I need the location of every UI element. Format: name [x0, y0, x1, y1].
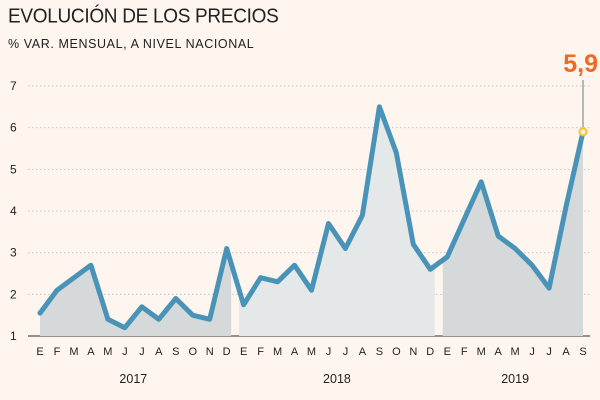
- year-label-2018: 2018: [323, 372, 351, 386]
- callout-marker: [578, 127, 588, 137]
- y-tick-label: 6: [10, 121, 17, 135]
- x-tick-label: A: [291, 346, 299, 358]
- x-tick-label: J: [326, 346, 332, 358]
- x-tick-label: O: [188, 346, 197, 358]
- x-tick-label: E: [444, 346, 451, 358]
- x-tick-label: J: [343, 346, 349, 358]
- x-tick-label: A: [155, 346, 163, 358]
- x-tick-label: J: [546, 346, 552, 358]
- x-tick-label: A: [359, 346, 367, 358]
- chart-title: EVOLUCIÓN DE LOS PRECIOS: [8, 5, 279, 28]
- y-tick-label: 7: [10, 79, 17, 93]
- x-tick-label: F: [54, 346, 61, 358]
- y-tick-label: 1: [10, 329, 17, 343]
- area-fills: [40, 106, 583, 336]
- x-tick-label: N: [409, 346, 417, 358]
- x-tick-label: A: [494, 346, 502, 358]
- x-tick-label: D: [426, 346, 434, 358]
- series-line: [37, 104, 586, 331]
- x-tick-label: M: [511, 346, 520, 358]
- x-tick-label: M: [307, 346, 316, 358]
- x-tick-label: J: [529, 346, 535, 358]
- x-tick-label: M: [273, 346, 282, 358]
- x-tick-label: S: [579, 346, 586, 358]
- x-tick-label: M: [103, 346, 112, 358]
- area-fill-2019: [442, 131, 583, 336]
- value-callout: 5,9: [563, 50, 598, 137]
- x-tick-label: E: [36, 346, 43, 358]
- x-tick-label: F: [257, 346, 264, 358]
- x-tick-label: D: [223, 346, 231, 358]
- area-fill-2017: [40, 248, 232, 336]
- x-tick-label: M: [69, 346, 78, 358]
- x-tick-label: S: [376, 346, 383, 358]
- year-label-2017: 2017: [119, 372, 147, 386]
- x-tick-label: M: [477, 346, 486, 358]
- y-tick-label: 2: [10, 287, 17, 301]
- x-tick-label: F: [461, 346, 468, 358]
- chart-subtitle: % VAR. MENSUAL, A NIVEL NACIONAL: [8, 37, 255, 51]
- y-tick-label: 3: [10, 246, 17, 260]
- x-tick-label: E: [240, 346, 247, 358]
- x-tick-label: A: [87, 346, 95, 358]
- y-tick-label: 5: [10, 162, 17, 176]
- x-tick-label: J: [122, 346, 128, 358]
- x-tick-label: S: [172, 346, 179, 358]
- callout-label: 5,9: [563, 50, 598, 78]
- area-fill-2018: [239, 106, 435, 336]
- x-tick-label: J: [139, 346, 145, 358]
- y-tick-label: 4: [10, 204, 17, 218]
- year-label-2019: 2019: [501, 372, 529, 386]
- y-axis: 1 2 3 4 5 6 7: [10, 79, 17, 343]
- x-tick-label: N: [206, 346, 214, 358]
- year-labels: 2017 2018 2019: [119, 372, 529, 386]
- x-tick-label: A: [562, 346, 570, 358]
- x-tick-label: O: [392, 346, 401, 358]
